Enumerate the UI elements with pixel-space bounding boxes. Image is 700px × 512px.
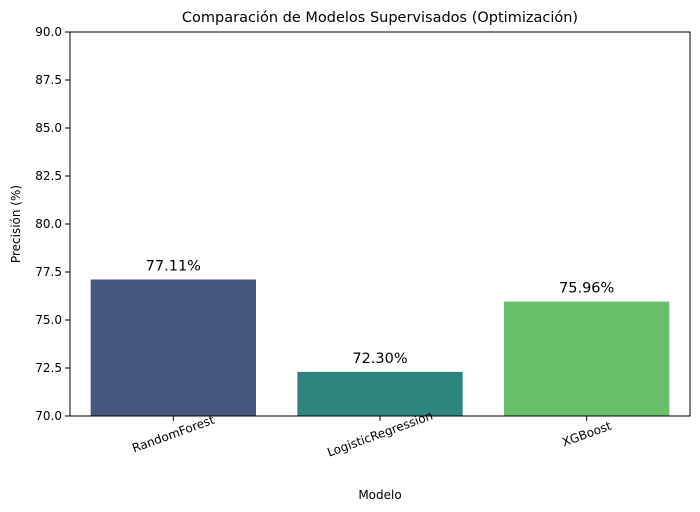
y-axis-label: Precisión (%) [9, 185, 23, 263]
bar [297, 371, 463, 416]
bar-data-label: 72.30% [352, 351, 407, 367]
y-tick-label: 85.0 [35, 121, 62, 135]
plot-area: 70.0 72.5 75.0 77.5 80.0 82.5 85.0 87.5 90.0 77.1… [35, 25, 670, 460]
y-tick-label: 72.5 [35, 361, 62, 375]
x-axis-label: Modelo [358, 488, 401, 502]
y-tick-label: 80.0 [35, 217, 62, 231]
chart-title: Comparación de Modelos Supervisados (Opt… [182, 10, 578, 26]
bar-data-label: 75.96% [559, 281, 614, 297]
y-tick-label: 87.5 [35, 73, 62, 87]
bar [504, 301, 670, 416]
x-tick-label: XGBoost [560, 419, 613, 450]
bar-data-label: 77.11% [146, 258, 201, 274]
plot-frame [69, 31, 691, 417]
bar [90, 279, 257, 416]
y-tick-label: 82.5 [35, 169, 62, 183]
y-tick-label: 90.0 [35, 25, 62, 39]
y-tick-label: 70.0 [35, 409, 62, 423]
y-tick-label: 77.5 [35, 265, 62, 279]
y-tick-label: 75.0 [35, 313, 62, 327]
